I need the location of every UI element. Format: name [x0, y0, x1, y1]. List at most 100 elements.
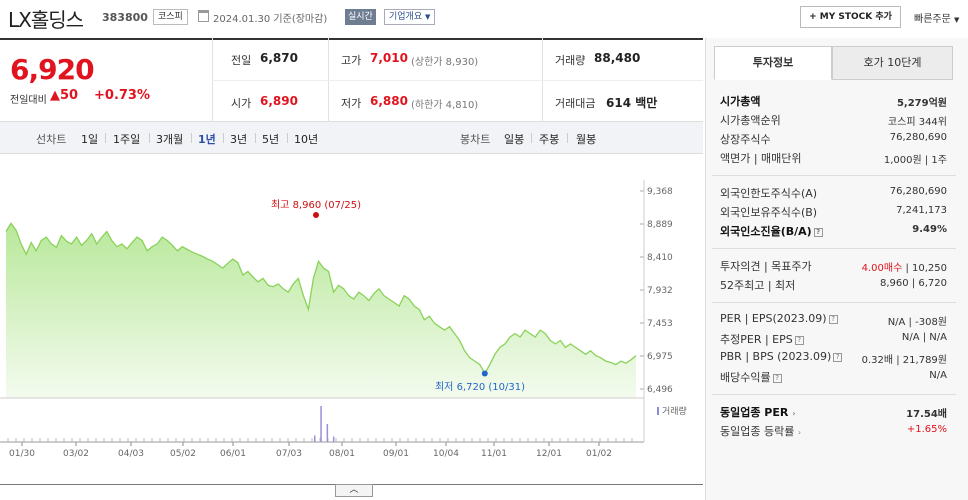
- price-chart[interactable]: 9,368 8,889 8,410 7,932 7,453 6,975 6,496 01/3…: [0, 154, 703, 500]
- low-value: 6,880: [370, 94, 408, 108]
- candle-monthly[interactable]: 월봉: [576, 133, 597, 146]
- x-tick-label: 12/01: [536, 449, 562, 459]
- price-line: [5, 222, 637, 375]
- info-label: 배당수익률?: [720, 369, 782, 385]
- base-date: 2024.01.30 기준(장마감): [213, 14, 328, 25]
- low-annotation: 최저 6,720 (10/31): [435, 381, 525, 393]
- info-label: 투자의견 | 목표주가: [720, 260, 812, 273]
- high-value: 7,010: [370, 51, 408, 65]
- info-label: PER | EPS(2023.09)?: [720, 312, 838, 325]
- low-marker: [481, 370, 488, 377]
- period-5y[interactable]: 5년: [262, 133, 280, 146]
- diff-label: 전일대비: [10, 95, 47, 106]
- period-1y[interactable]: 1년: [198, 133, 216, 146]
- divider: [531, 133, 532, 143]
- y-tick-label: 6,975: [647, 352, 673, 362]
- period-10y[interactable]: 10년: [294, 133, 319, 146]
- info-value: N/A | -308원: [887, 317, 947, 328]
- info-value: 76,280,690: [889, 186, 947, 197]
- volume-bar: [326, 424, 329, 442]
- divider: [712, 394, 956, 395]
- sector-value: +1.65%: [906, 424, 947, 435]
- sector-label[interactable]: 동일업종 PER ›: [720, 406, 796, 419]
- company-overview-select[interactable]: 기업개요 ▼: [384, 9, 436, 25]
- info-label: 외국인한도주식수(A): [720, 187, 818, 200]
- volume-legend: 거래량: [662, 405, 687, 417]
- calendar-icon: [198, 10, 209, 22]
- help-icon[interactable]: ?: [772, 374, 782, 383]
- divider: [287, 133, 288, 143]
- add-my-stock-button[interactable]: + MY STOCK 추가: [800, 6, 901, 28]
- low-label: 저가: [341, 97, 362, 110]
- help-icon[interactable]: ?: [813, 228, 823, 237]
- market-badge: 코스피: [153, 9, 188, 25]
- chevron-right-icon: ›: [792, 409, 796, 418]
- stock-name: LX홀딩스: [8, 8, 84, 32]
- amount-value: 614 백만: [606, 96, 658, 110]
- y-tick-label: 7,453: [647, 319, 673, 329]
- quick-order-button[interactable]: 빠른주문 ▼: [914, 10, 959, 25]
- x-tick-label: 03/02: [63, 449, 89, 459]
- price-diff: ▲50: [50, 88, 79, 103]
- high-label: 고가: [341, 54, 362, 67]
- x-tick-label: 08/01: [329, 449, 355, 459]
- chart-period-bar: [0, 122, 703, 154]
- info-value: 8,960 | 6,720: [880, 278, 947, 289]
- current-price: 6,920: [10, 53, 95, 86]
- sector-value: 17.54배: [906, 409, 947, 420]
- volume-legend-swatch: [657, 407, 659, 415]
- info-value: N/A: [929, 370, 947, 381]
- y-tick-label: 7,932: [647, 286, 673, 296]
- sector-label[interactable]: 동일업종 등락률 ›: [720, 425, 802, 438]
- high-annotation: 최고 8,960 (07/25): [271, 199, 361, 211]
- period-1w[interactable]: 1주일: [113, 133, 141, 146]
- line-chart-label: 선차트: [36, 133, 67, 146]
- info-value: N/A | N/A: [901, 332, 947, 343]
- info-value: 9.49%: [912, 224, 947, 235]
- x-tick-label: 07/03: [276, 449, 302, 459]
- tab-investment-info[interactable]: 투자정보: [714, 46, 832, 80]
- candle-daily[interactable]: 일봉: [504, 133, 525, 146]
- volume-bar: [332, 436, 335, 442]
- price-summary: [0, 38, 703, 122]
- volume-value: 88,480: [594, 51, 641, 65]
- chevron-up-icon: ︿: [349, 485, 359, 495]
- high-marker: [313, 212, 319, 218]
- prev-close-label: 전일: [231, 54, 252, 67]
- divider: [712, 175, 956, 176]
- info-label: 52주최고 | 최저: [720, 279, 796, 292]
- realtime-badge[interactable]: 실시간: [345, 9, 376, 25]
- price-area: [6, 223, 636, 398]
- chevron-down-icon: ▼: [425, 13, 431, 21]
- period-1d[interactable]: 1일: [81, 133, 99, 146]
- divider: [223, 133, 224, 143]
- x-tick-label: 09/01: [383, 449, 409, 459]
- info-value: 0.32배 | 21,789원: [861, 355, 947, 366]
- help-icon[interactable]: ?: [794, 336, 804, 345]
- x-tick-label: 06/01: [220, 449, 246, 459]
- candle-weekly[interactable]: 주봉: [539, 133, 560, 146]
- info-label: PBR | BPS (2023.09)?: [720, 350, 843, 363]
- period-3y[interactable]: 3년: [230, 133, 248, 146]
- y-tick-label: 8,889: [647, 220, 673, 230]
- x-tick-label: 04/03: [118, 449, 144, 459]
- info-label: 시가총액: [720, 95, 761, 108]
- info-label: 외국인보유주식수(B): [720, 206, 818, 219]
- info-value: 7,241,173: [896, 205, 947, 216]
- info-label: 액면가 | 매매단위: [720, 152, 802, 165]
- period-3m[interactable]: 3개월: [156, 133, 184, 146]
- open-label: 시가: [231, 97, 252, 110]
- tab-order-book[interactable]: 호가 10단계: [832, 46, 953, 80]
- y-tick-label: 8,410: [647, 253, 673, 263]
- divider: [212, 80, 703, 81]
- help-icon[interactable]: ?: [828, 315, 838, 324]
- info-value: 4.00매수 | 10,250: [861, 263, 947, 274]
- help-icon[interactable]: ?: [833, 353, 843, 362]
- chevron-right-icon: ›: [797, 428, 802, 437]
- x-tick-label: 11/01: [481, 449, 507, 459]
- divider: [105, 133, 106, 143]
- collapse-chart-button[interactable]: ︿: [335, 484, 373, 497]
- prev-close-value: 6,870: [260, 51, 298, 65]
- y-tick-label: 6,496: [647, 385, 673, 395]
- volume-bar: [314, 435, 316, 442]
